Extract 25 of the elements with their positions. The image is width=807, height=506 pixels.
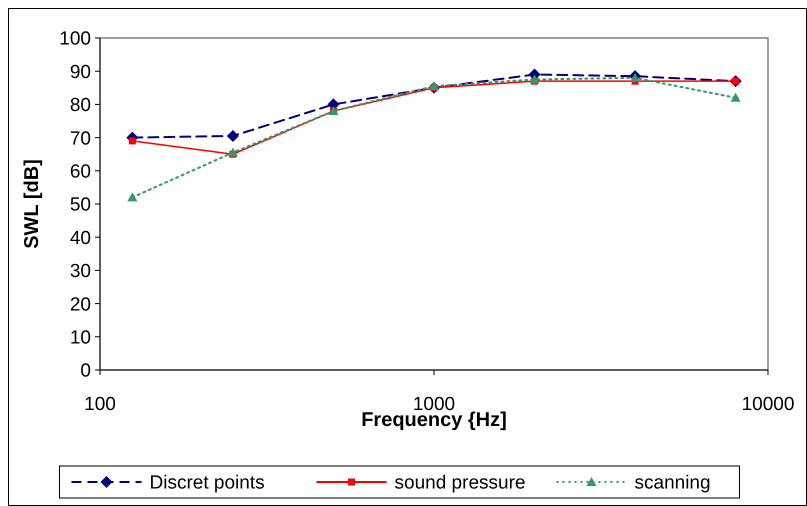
- legend-label: sound pressure: [394, 472, 526, 494]
- point: [127, 192, 138, 202]
- point: [730, 92, 741, 102]
- y-tick-label: 40: [70, 228, 91, 249]
- y-tick-label: 90: [70, 62, 91, 83]
- y-tick-label: 60: [70, 161, 91, 182]
- point: [630, 72, 640, 82]
- point: [530, 74, 540, 84]
- legend-label: scanning: [634, 472, 711, 494]
- y-tick-label: 50: [70, 194, 91, 216]
- point: [429, 81, 439, 90]
- y-axis-title: SWL [dB]: [21, 159, 43, 249]
- y-tick-label: 30: [70, 261, 91, 282]
- y-tick-label: 0: [80, 360, 91, 382]
- y-tick-label: 80: [70, 95, 91, 116]
- point: [128, 137, 136, 144]
- y-tick-label: 70: [70, 128, 91, 150]
- legend-label: Discret points: [150, 472, 265, 494]
- y-tick-label: 20: [70, 294, 91, 316]
- x-tick-label: 10000: [742, 394, 794, 415]
- y-tick-label: 100: [59, 28, 91, 50]
- x-tick-label: 100: [84, 394, 116, 415]
- point: [228, 148, 238, 157]
- y-tick-label: 10: [70, 327, 91, 348]
- point: [226, 130, 239, 142]
